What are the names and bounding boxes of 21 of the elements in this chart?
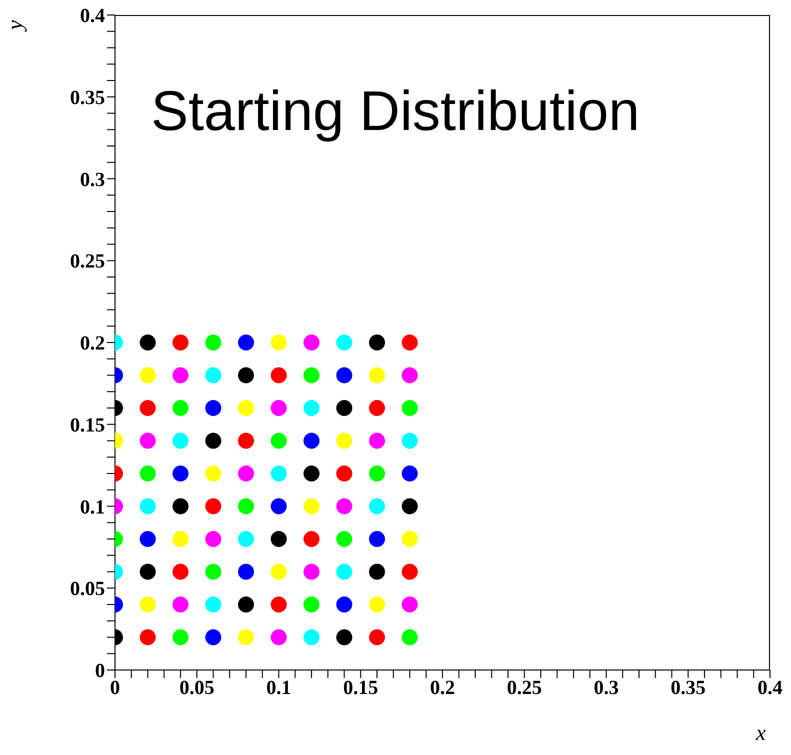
text: Starting Distribution (151, 78, 640, 143)
y-tick-label: 0.2 (80, 332, 105, 355)
x-tick-label: 0.35 (670, 677, 706, 700)
y-tick-label: 0.35 (70, 86, 105, 109)
x-tick-label: 0.25 (506, 677, 542, 700)
y-tick-label: 0.3 (80, 168, 105, 191)
x-tick-label: 0.15 (343, 677, 378, 700)
x-axis-title: x (756, 720, 766, 746)
y-tick-label: 0.05 (70, 578, 105, 600)
y-tick-label: 0.25 (70, 250, 105, 273)
y-tick-label: 0.15 (70, 414, 105, 436)
y-tick-label: 0.4 (80, 5, 105, 28)
x-tick-label: 0.3 (594, 677, 619, 700)
x-tick-label: 0.05 (179, 677, 214, 700)
x-tick-label: 0 (110, 677, 120, 700)
y-tick-label: 0 (95, 660, 105, 682)
y-tick-label: 0.1 (80, 496, 105, 518)
x-tick-label: 0.4 (758, 677, 782, 700)
y-axis-title: y (2, 20, 28, 30)
x-tick-label: 0.1 (266, 677, 292, 700)
x-tick-label: 0.2 (430, 677, 455, 700)
